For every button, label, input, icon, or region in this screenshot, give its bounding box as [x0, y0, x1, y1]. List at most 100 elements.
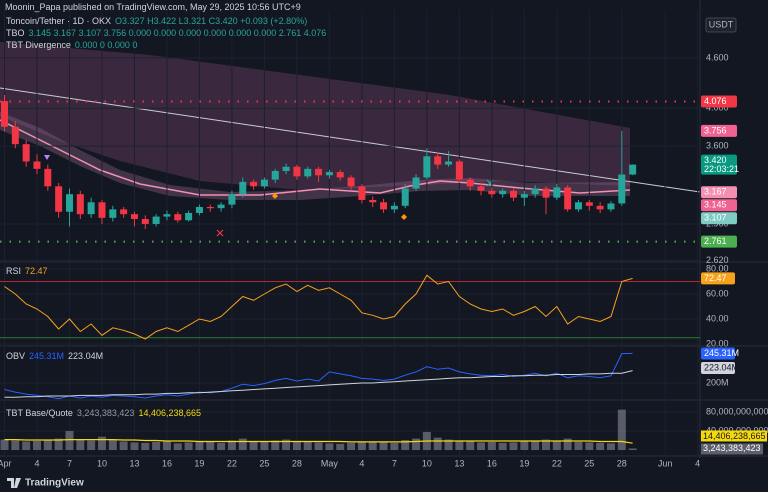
volume-bar: [195, 441, 204, 451]
volume-bar: [54, 438, 63, 451]
x-tick-label: 28: [617, 458, 627, 468]
candle-body: [163, 214, 171, 217]
price-label: 3.107: [704, 213, 727, 223]
candle-body: [477, 186, 485, 191]
x-tick-label: 19: [519, 458, 529, 468]
x-tick-label: May: [321, 458, 339, 468]
legend-row: Toncoin/Tether · 1D · OKX O3.327 H3.422 L…: [6, 16, 311, 26]
rsi-legend: RSI 72.47: [6, 266, 52, 276]
volume-bar: [390, 442, 399, 451]
legend-label: TBT Divergence: [6, 40, 71, 50]
signal-marker: [216, 229, 224, 237]
x-tick-label: Jun: [658, 458, 673, 468]
volume-bar: [141, 442, 150, 451]
volume-bar: [227, 440, 236, 451]
last-value-box: [701, 272, 735, 285]
candle-body: [33, 161, 41, 169]
line-series: [4, 274, 633, 340]
volume-bar: [487, 441, 496, 451]
ma-label: 14,406,238,665: [703, 431, 766, 441]
volume-bar: [108, 439, 117, 451]
volume-bar: [260, 441, 269, 451]
price-label-box: [701, 212, 737, 225]
obv-ma-value: 223.04M: [68, 351, 104, 361]
legend-values: 0.000 0 0.000 0: [74, 40, 138, 50]
candle-body: [120, 209, 128, 215]
volume-bar: [509, 442, 518, 451]
last-value-box: [701, 361, 735, 374]
x-tick-label: 13: [454, 458, 464, 468]
price-label: 3.756: [704, 125, 727, 135]
price-label: 3.167: [704, 187, 727, 197]
volume-bar: [303, 441, 312, 451]
candle-body: [596, 205, 604, 210]
volume-bar: [217, 442, 226, 451]
footer-bar: [0, 474, 768, 492]
y-tick-label: 3.600: [706, 141, 729, 151]
volume-bar: [271, 440, 280, 451]
x-tick-label: 16: [487, 458, 497, 468]
signal-marker: [401, 214, 407, 220]
price-label-box: [701, 124, 737, 137]
volume-title: TBT Base/Quote: [6, 408, 73, 418]
candle-body: [564, 187, 572, 210]
volume-bar: [184, 442, 193, 451]
candle-body: [98, 202, 106, 218]
line-series: [4, 370, 633, 398]
x-tick-label: 7: [67, 458, 72, 468]
candle-body: [390, 205, 398, 210]
volume-bar: [357, 441, 366, 451]
x-tick-label: 13: [129, 458, 139, 468]
volume-bar: [336, 443, 345, 451]
volume-bar: [585, 442, 594, 451]
x-tick-label: 28: [292, 458, 302, 468]
x-tick-label: 4: [359, 458, 364, 468]
legend-row: TBT Divergence 0.000 0 0.000 0: [6, 40, 141, 50]
x-tick-label: Apr: [0, 458, 12, 468]
volume-bar: [292, 441, 301, 451]
line-series: [4, 439, 633, 444]
candle-body: [174, 214, 182, 221]
candle-body: [239, 181, 247, 195]
volume-bar: [368, 441, 377, 451]
volume-bar: [119, 441, 128, 451]
price-label: 2.761: [704, 236, 727, 246]
candle-body: [44, 168, 52, 187]
volume-bar: [466, 441, 475, 451]
candle-body: [466, 179, 474, 187]
signal-marker: [44, 155, 50, 160]
candle-body: [629, 164, 637, 175]
volume-bar: [531, 440, 540, 451]
candle-body: [76, 194, 84, 215]
brand-logo: [7, 478, 21, 488]
candle-body: [109, 209, 117, 218]
volume-bar: [552, 440, 561, 451]
y-tick-label: 4.000: [706, 103, 729, 113]
volume-bar: [238, 438, 247, 451]
publisher: Moonin_Papa published on TradingView.com…: [5, 2, 301, 12]
candle-body: [574, 202, 582, 210]
x-tick-label: 16: [162, 458, 172, 468]
x-tick-label: 10: [97, 458, 107, 468]
volume-bar: [628, 448, 637, 451]
rsi-title: RSI: [6, 266, 22, 276]
volume-bar: [130, 442, 139, 451]
candle-body: [55, 186, 63, 212]
volume-bar: [325, 443, 334, 451]
volume-bar: [455, 440, 464, 451]
candle-body: [195, 206, 203, 213]
obv-legend: OBV 245.31M 223.04M: [6, 351, 107, 361]
x-tick-label: 19: [194, 458, 204, 468]
candle-body: [520, 194, 528, 198]
candle-body: [542, 188, 550, 198]
candle-body: [358, 186, 366, 200]
candle-body: [510, 190, 518, 198]
tbo-band: [0, 42, 630, 190]
price-label-box: [701, 186, 737, 199]
candle-body: [325, 172, 333, 176]
currency-box: [705, 17, 737, 33]
legend-label: TBO: [6, 28, 25, 38]
volume-bar: [173, 443, 182, 451]
